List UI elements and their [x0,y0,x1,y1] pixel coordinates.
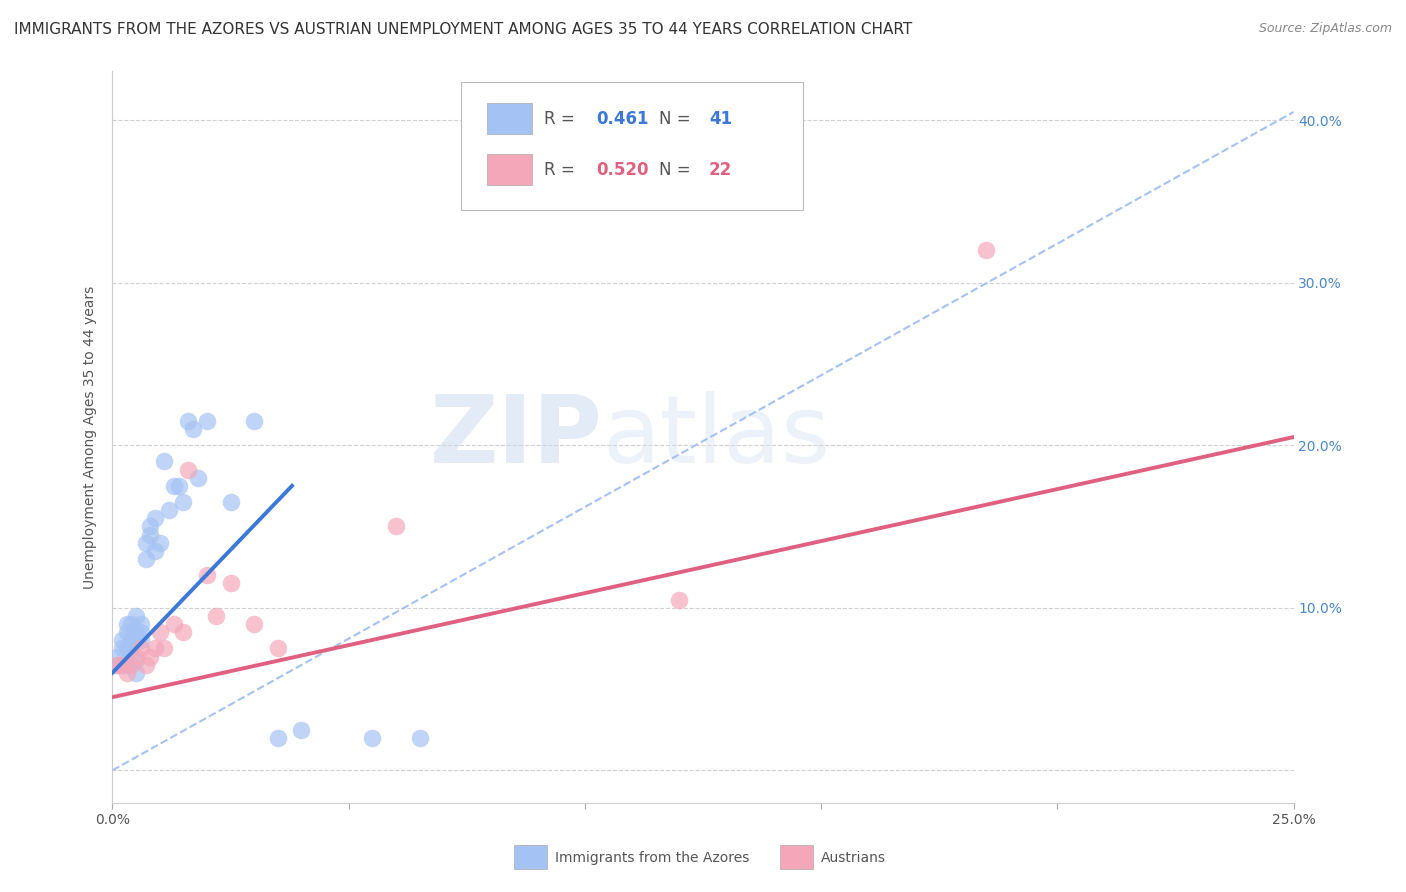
Point [139,519,162,533]
Point [111,657,134,672]
Point [139,527,162,541]
Text: R =: R = [544,110,579,128]
FancyBboxPatch shape [515,846,547,869]
Point [143,511,166,525]
Point [115,617,138,632]
Point [361,731,384,745]
Point [120,617,142,632]
Point [172,625,194,640]
Text: N =: N = [659,161,696,179]
Text: atlas: atlas [603,391,831,483]
Point [157,503,180,517]
Point [120,641,142,656]
Point [125,653,148,667]
Point [243,414,266,428]
Point [115,657,138,672]
Point [195,414,218,428]
Point [177,462,200,476]
Text: 22: 22 [709,161,733,179]
Point [115,641,138,656]
Point [120,633,142,648]
Point [267,641,290,656]
Point [135,535,157,549]
Point [129,625,152,640]
Point [125,625,148,640]
Text: 41: 41 [709,110,733,128]
Point [125,608,148,623]
Point [219,576,242,591]
Point [135,552,157,566]
FancyBboxPatch shape [461,82,803,211]
Point [153,454,176,468]
FancyBboxPatch shape [486,103,531,134]
Point [129,633,152,648]
Text: Immigrants from the Azores: Immigrants from the Azores [555,851,749,864]
Text: ZIP: ZIP [430,391,603,483]
Point [177,414,200,428]
Point [290,723,312,737]
Point [115,625,138,640]
Y-axis label: Unemployment Among Ages 35 to 44 years: Unemployment Among Ages 35 to 44 years [83,285,97,589]
Point [149,625,172,640]
FancyBboxPatch shape [486,154,531,185]
Point [105,649,128,664]
Text: Source: ZipAtlas.com: Source: ZipAtlas.com [1258,22,1392,36]
Text: R =: R = [544,161,579,179]
Point [129,641,152,656]
Text: 0.461: 0.461 [596,110,650,128]
Point [115,665,138,680]
Point [195,568,218,582]
Point [143,544,166,558]
Point [163,617,186,632]
Point [125,649,148,664]
Point [172,495,194,509]
Point [111,633,134,648]
Point [139,649,162,664]
Point [149,535,172,549]
Point [125,665,148,680]
Text: N =: N = [659,110,696,128]
Point [105,657,128,672]
Point [267,731,290,745]
Point [105,657,128,672]
Point [219,495,242,509]
Point [111,657,134,672]
Text: IMMIGRANTS FROM THE AZORES VS AUSTRIAN UNEMPLOYMENT AMONG AGES 35 TO 44 YEARS CO: IMMIGRANTS FROM THE AZORES VS AUSTRIAN U… [14,22,912,37]
Point [163,479,186,493]
Point [205,608,228,623]
Point [186,471,208,485]
FancyBboxPatch shape [780,846,813,869]
Point [153,641,176,656]
Text: 0.520: 0.520 [596,161,650,179]
Point [408,731,430,745]
Point [143,641,166,656]
Point [243,617,266,632]
Point [111,641,134,656]
Point [167,479,190,493]
Point [668,592,690,607]
Point [385,519,408,533]
Point [120,657,142,672]
Point [181,422,204,436]
Point [135,657,157,672]
Point [976,243,998,257]
Text: Austrians: Austrians [821,851,886,864]
Point [129,617,152,632]
